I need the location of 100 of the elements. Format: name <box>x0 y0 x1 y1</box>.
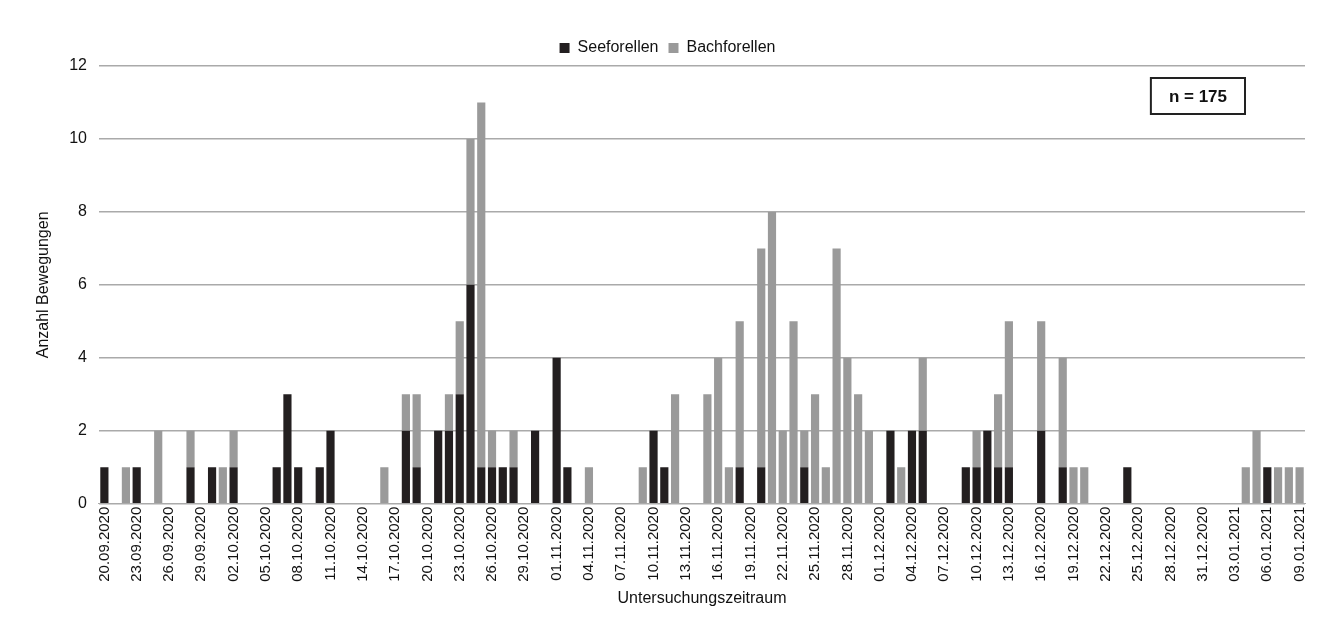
bar <box>735 321 744 468</box>
bar <box>789 321 798 503</box>
bar <box>412 467 421 503</box>
x-tick-label: 20.10.2020 <box>417 506 435 582</box>
x-tick-label: 23.10.2020 <box>449 506 467 582</box>
bar <box>767 211 777 503</box>
x-tick-label: 17.10.2020 <box>385 506 403 582</box>
bar <box>186 467 195 503</box>
bar <box>1273 467 1283 503</box>
x-tick-label: 19.12.2020 <box>1063 506 1081 582</box>
annotation: n = 175 <box>1168 86 1227 106</box>
bar <box>509 467 518 503</box>
x-tick-label: 11.10.2020 <box>320 506 338 581</box>
bar <box>1058 467 1067 503</box>
legend-label: Seeforellen <box>577 38 659 56</box>
bar <box>477 467 486 503</box>
bar <box>531 430 540 503</box>
bar <box>821 467 830 503</box>
bar <box>487 467 497 503</box>
bar <box>1004 321 1013 468</box>
bar <box>401 394 410 431</box>
bar <box>466 138 475 285</box>
bar <box>972 467 981 503</box>
x-tick-label: 06.01.2021 <box>1257 506 1275 582</box>
bar <box>444 394 454 431</box>
x-tick-label: 19.11.2020 <box>740 506 758 581</box>
bar <box>466 284 475 503</box>
bar <box>1123 467 1132 503</box>
y-tick-label: 10 <box>69 129 88 147</box>
y-tick-label: 0 <box>78 494 88 512</box>
x-tick-label: 09.01.2021 <box>1289 506 1307 582</box>
x-tick-label: 07.11.2020 <box>611 506 629 581</box>
x-tick-label: 01.12.2020 <box>869 506 887 582</box>
bar <box>724 467 734 503</box>
x-tick-label: 28.12.2020 <box>1160 506 1178 582</box>
bar <box>638 467 647 503</box>
x-tick-label: 16.11.2020 <box>708 506 726 581</box>
bar <box>487 430 497 468</box>
bar <box>380 467 389 503</box>
bar <box>1252 430 1261 503</box>
bar <box>229 430 238 468</box>
x-tick-label: 29.10.2020 <box>514 506 532 582</box>
bar <box>983 430 992 503</box>
bar <box>1037 321 1046 431</box>
bar <box>207 467 217 503</box>
bar <box>1284 467 1293 503</box>
bar <box>326 430 335 503</box>
bar <box>100 467 109 503</box>
x-tick-label: 03.01.2021 <box>1225 506 1243 582</box>
bar <box>434 430 443 503</box>
y-tick-label: 8 <box>78 202 88 220</box>
bar <box>994 394 1003 468</box>
x-tick-label: 08.10.2020 <box>288 506 306 582</box>
bar <box>961 467 970 503</box>
bar <box>1069 467 1078 503</box>
x-tick-label: 14.10.2020 <box>352 506 370 582</box>
bar <box>1295 467 1304 503</box>
x-tick-label: 25.12.2020 <box>1128 506 1146 582</box>
bar <box>283 394 292 503</box>
x-tick-label: 05.10.2020 <box>256 506 274 582</box>
bar <box>455 321 464 395</box>
bar <box>186 430 195 468</box>
bar <box>735 467 744 503</box>
x-tick-label: 10.11.2020 <box>643 506 661 581</box>
x-tick-label: 04.11.2020 <box>579 506 597 581</box>
x-tick-label: 29.09.2020 <box>191 506 209 582</box>
bar <box>498 467 507 503</box>
bar <box>552 357 561 503</box>
x-tick-label: 26.09.2020 <box>159 506 177 582</box>
bar <box>918 357 927 431</box>
bar <box>1241 467 1250 503</box>
legend-label: Bachforellen <box>686 38 776 56</box>
bar <box>649 430 658 503</box>
bar <box>854 394 863 503</box>
bar <box>154 430 163 503</box>
x-tick-label: 23.09.2020 <box>126 506 144 582</box>
bar <box>810 394 820 503</box>
bar <box>703 394 712 503</box>
bar <box>864 430 873 503</box>
bar <box>897 467 906 503</box>
bar <box>584 467 594 503</box>
bar <box>778 430 787 503</box>
bar <box>1058 357 1067 468</box>
bar <box>660 467 669 503</box>
bar <box>132 467 141 503</box>
bar <box>272 467 281 503</box>
x-tick-label: 07.12.2020 <box>934 506 952 582</box>
x-tick-label: 02.10.2020 <box>223 506 241 582</box>
y-tick-label: 2 <box>78 421 88 439</box>
bar <box>714 357 723 503</box>
bar <box>757 248 766 468</box>
bar <box>907 430 917 503</box>
bar <box>229 467 238 503</box>
bar <box>294 467 303 503</box>
x-tick-label: 28.11.2020 <box>837 506 855 581</box>
bar <box>1263 467 1272 503</box>
y-tick-label: 4 <box>78 348 88 366</box>
bar <box>477 102 486 468</box>
y-tick-label: 6 <box>78 275 88 293</box>
bar <box>972 430 981 468</box>
